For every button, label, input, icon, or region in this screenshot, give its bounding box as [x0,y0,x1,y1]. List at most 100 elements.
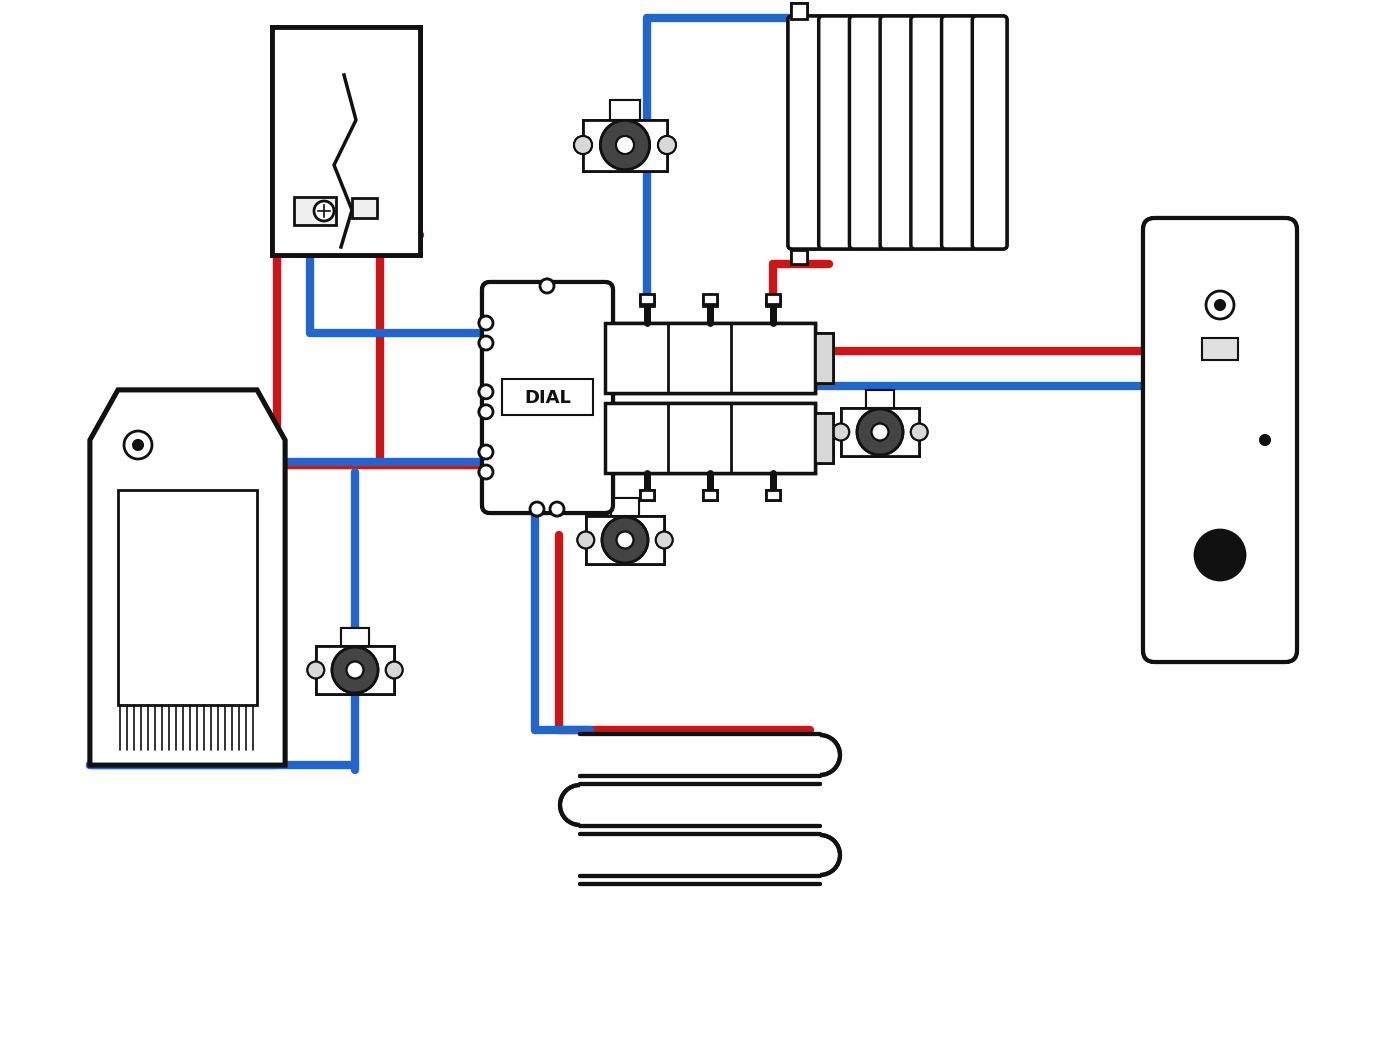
FancyBboxPatch shape [911,16,946,249]
FancyBboxPatch shape [880,16,915,249]
Circle shape [578,532,595,549]
Circle shape [617,532,634,549]
Bar [584,119,667,170]
Circle shape [479,385,493,399]
Bar [766,490,780,500]
Circle shape [602,517,648,563]
Bar [341,628,369,646]
Bar [791,250,807,264]
Bar [605,323,815,393]
FancyBboxPatch shape [788,16,823,249]
Bar [612,498,639,516]
Bar [316,646,394,694]
Circle shape [529,502,545,516]
Bar [586,516,664,564]
Bar [703,490,717,500]
Circle shape [124,431,152,459]
Circle shape [574,136,592,154]
Polygon shape [91,390,286,765]
Circle shape [657,136,676,154]
FancyBboxPatch shape [482,282,613,513]
Circle shape [574,136,592,154]
Bar [1202,338,1238,359]
FancyBboxPatch shape [850,16,885,249]
Bar [341,628,369,646]
Circle shape [1195,530,1245,580]
Circle shape [386,661,403,678]
Bar [605,403,815,473]
Bar [766,296,780,306]
Circle shape [332,647,378,693]
Circle shape [347,661,364,678]
Circle shape [479,465,493,479]
Bar [815,333,833,384]
Circle shape [540,279,554,293]
Circle shape [332,647,378,693]
FancyBboxPatch shape [942,16,976,249]
FancyBboxPatch shape [819,16,854,249]
Circle shape [479,404,493,419]
FancyBboxPatch shape [850,16,885,249]
Circle shape [479,445,493,459]
Circle shape [1261,435,1270,445]
Circle shape [1261,435,1270,445]
Circle shape [616,136,634,154]
Circle shape [479,316,493,330]
FancyBboxPatch shape [788,16,823,249]
Circle shape [529,502,545,516]
Circle shape [313,201,334,220]
Bar [1202,338,1238,359]
Circle shape [1195,530,1245,580]
Circle shape [616,136,634,154]
Circle shape [602,517,648,563]
Circle shape [386,661,403,678]
FancyBboxPatch shape [1144,218,1297,661]
Bar [605,403,815,473]
FancyBboxPatch shape [911,16,946,249]
Circle shape [911,423,928,440]
Bar [586,516,664,564]
Circle shape [550,502,564,516]
Circle shape [550,502,564,516]
FancyBboxPatch shape [1144,218,1297,661]
FancyBboxPatch shape [880,16,915,249]
Text: DIAL: DIAL [524,389,571,407]
Bar [352,198,378,218]
Circle shape [308,661,325,678]
Circle shape [872,423,889,440]
Circle shape [656,532,673,549]
Bar [841,409,919,456]
FancyBboxPatch shape [942,16,976,249]
Bar [791,250,807,264]
FancyBboxPatch shape [972,16,1007,249]
Bar [639,296,653,306]
Circle shape [1206,291,1234,319]
Circle shape [656,532,673,549]
Bar [272,27,421,255]
Circle shape [124,431,152,459]
Circle shape [600,120,649,169]
Bar [703,490,717,500]
Bar [815,413,833,463]
Circle shape [1215,300,1224,310]
Circle shape [857,409,903,455]
Circle shape [1206,291,1234,319]
Bar [703,296,717,306]
Bar [612,498,639,516]
Bar [815,333,833,384]
FancyBboxPatch shape [972,16,1007,249]
Circle shape [308,661,325,678]
Bar [352,198,378,218]
Circle shape [833,423,850,440]
Bar [118,490,256,705]
Bar [605,323,815,393]
Bar [610,100,639,119]
Bar [866,390,894,409]
Bar [501,379,593,415]
Circle shape [600,120,649,169]
Circle shape [540,279,554,293]
Bar [639,294,653,304]
Circle shape [479,404,493,419]
FancyBboxPatch shape [819,16,854,249]
Circle shape [132,440,143,450]
